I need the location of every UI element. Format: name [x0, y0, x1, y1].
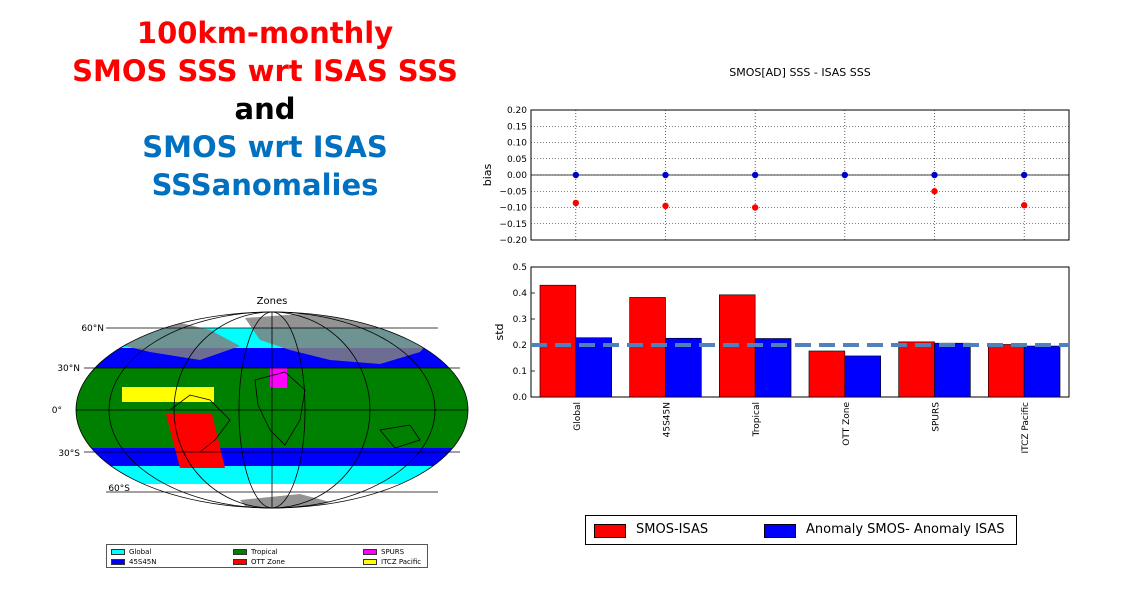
lat-label-60s: 60°S	[108, 484, 130, 494]
std-tick-label: 0.3	[513, 315, 527, 325]
std-plot-frame	[530, 266, 1070, 398]
std-bar-anomaly	[575, 337, 612, 398]
std-tick-label: 0.0	[513, 393, 528, 403]
bias-tick-label: −0.10	[499, 204, 527, 214]
std-bar-smos-isas	[808, 350, 846, 398]
std-bar-smos-isas	[898, 341, 935, 398]
bias-point-smos-isas	[662, 202, 669, 210]
bias-point-anomaly	[1020, 171, 1028, 179]
std-bar-smos-isas	[987, 344, 1025, 398]
std-axis-label: std	[493, 323, 506, 340]
x-tick-labels: Global 45S45N Tropical OTT Zone SPURS ITCZ Pa…	[573, 402, 1031, 454]
chart-legend: SMOS-ISAS Anomaly SMOS- Anomaly ISAS	[585, 515, 1017, 545]
std-bar-smos-isas	[539, 284, 577, 398]
bias-point-smos-isas	[1020, 202, 1028, 209]
map-legend-label: Global	[129, 548, 152, 556]
legend-label-smos-isas: SMOS-ISAS	[636, 522, 709, 537]
title-line-5: SSSanomalies	[151, 168, 379, 202]
map-legend-swatch	[111, 549, 125, 555]
legend-swatch-smos-isas	[594, 524, 626, 538]
std-plot: 0.5 0.4 0.3 0.2 0.1 0.0	[513, 263, 1070, 403]
chart-title: SMOS[AD] SSS - ISAS SSS	[729, 66, 870, 79]
map-legend-label: OTT Zone	[251, 558, 285, 566]
std-bar-smos-isas	[629, 297, 666, 398]
lat-label-60n: 60°N	[81, 324, 104, 334]
zone-itcz-pacific	[122, 387, 214, 402]
title-line-4: SMOS wrt ISAS	[142, 130, 388, 164]
title-line-3: and	[234, 92, 296, 126]
map-legend: Global 45S45N Tropical OTT Zone SPURS IT…	[106, 544, 428, 568]
std-bar-anomaly	[1023, 345, 1061, 398]
std-bar-anomaly	[934, 342, 971, 398]
lat-label-30s: 30°S	[58, 449, 80, 459]
map-legend-swatch	[111, 559, 125, 565]
map-title: Zones	[257, 296, 288, 307]
std-tick-label: 0.2	[513, 341, 527, 351]
map-legend-label: Tropical	[251, 548, 278, 556]
map-legend-swatch	[363, 549, 377, 555]
bias-tick-label: −0.05	[499, 187, 527, 197]
std-bar-anomaly	[754, 338, 792, 398]
coastline-australia	[379, 424, 421, 449]
bias-point-smos-isas	[572, 199, 580, 207]
bias-point-smos-isas	[751, 204, 759, 211]
bias-point-anomaly	[662, 171, 669, 179]
map-legend-swatch	[233, 559, 247, 565]
std-tick-label: 0.1	[513, 367, 527, 377]
coastline-africa	[254, 371, 306, 446]
title-line-2: SMOS SSS wrt ISAS SSS	[72, 54, 458, 88]
bias-tick-label: 0.20	[507, 106, 527, 116]
bias-point-anomaly	[572, 171, 580, 179]
x-tick-label: OTT Zone	[842, 402, 852, 446]
zone-ott	[166, 414, 225, 468]
bias-tick-label: 0.05	[507, 155, 527, 165]
std-bar-anomaly	[844, 355, 881, 398]
bias-plot: 0.20 0.15 0.10 0.05 0.00 −0.05 −0.10 −0.15 −0.20	[499, 106, 1070, 246]
bias-tick-label: 0.00	[507, 171, 527, 181]
legend-label-anomaly: Anomaly SMOS- Anomaly ISAS	[806, 522, 1005, 537]
bias-tick-label: 0.10	[507, 139, 527, 149]
x-tick-label: SPURS	[932, 402, 942, 432]
std-tick-label: 0.5	[513, 263, 527, 273]
map-legend-label: 45S45N	[129, 558, 157, 566]
legend-swatch-anomaly	[764, 524, 796, 538]
std-tick-label: 0.4	[513, 289, 528, 299]
lat-label-0: 0°	[52, 406, 62, 416]
bias-tick-label: −0.15	[499, 220, 527, 230]
bias-tick-label: 0.15	[507, 122, 527, 132]
map-graticule	[75, 311, 469, 509]
x-tick-label: Tropical	[752, 402, 762, 437]
map-legend-label: SPURS	[381, 548, 405, 556]
bias-axis-label: bias	[481, 163, 494, 186]
map-legend-label: ITCZ Pacific	[381, 558, 422, 566]
bias-tick-label: −0.20	[499, 236, 527, 246]
std-bar-anomaly	[665, 337, 702, 398]
bias-point-anomaly	[841, 171, 849, 179]
x-tick-label: ITCZ Pacific	[1021, 402, 1031, 454]
title-line-1: 100km-monthly	[136, 16, 394, 50]
x-tick-label: Global	[573, 402, 583, 431]
lat-label-30n: 30°N	[57, 364, 80, 374]
bias-point-anomaly	[931, 171, 938, 179]
title-block: 100km-monthly SMOS SSS wrt ISAS SSS and …	[40, 14, 490, 204]
map-legend-swatch	[363, 559, 377, 565]
bias-point-anomaly	[751, 171, 759, 179]
bias-point-smos-isas	[931, 188, 938, 195]
map-legend-swatch	[233, 549, 247, 555]
x-tick-label: 45S45N	[663, 402, 673, 437]
